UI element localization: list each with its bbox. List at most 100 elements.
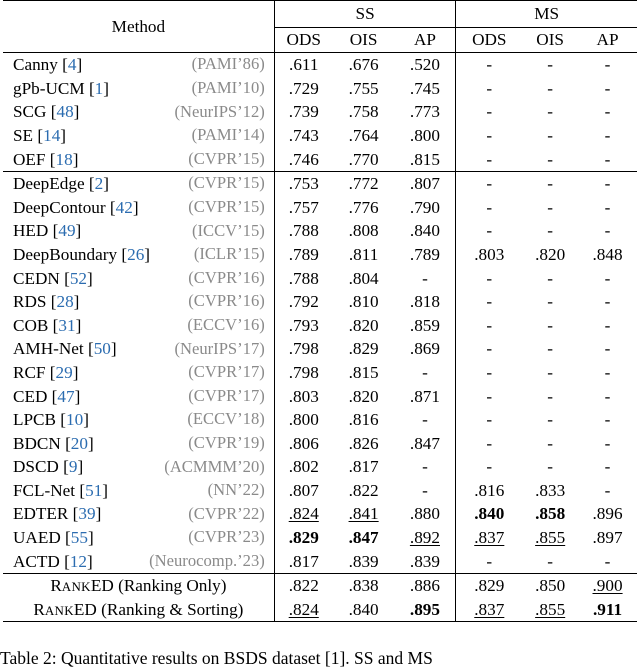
table-row: LPCB [10] (ECCV’18) .800 .816 - - - - bbox=[3, 407, 637, 432]
cell-value: - bbox=[422, 362, 428, 382]
cell-value: - bbox=[604, 315, 611, 335]
citation-link[interactable]: 26 bbox=[127, 244, 145, 264]
col-header: ODS bbox=[286, 30, 321, 50]
method-label: DeepEdge bbox=[13, 174, 85, 194]
table-cell: .792 bbox=[274, 290, 332, 314]
citation-link[interactable]: 51 bbox=[85, 480, 103, 500]
citation-link[interactable]: 9 bbox=[68, 457, 78, 477]
cell-value: .896 bbox=[592, 504, 623, 524]
venue-label: (PAMI’86) bbox=[191, 54, 265, 74]
table-cell: .895 bbox=[394, 597, 457, 623]
venue-label: (CVPR’15) bbox=[188, 148, 265, 168]
method-cell: OEF [18] (CVPR’15) bbox=[3, 147, 275, 172]
col-header: OIS bbox=[349, 30, 378, 50]
cell-value: .850 bbox=[535, 576, 566, 596]
cell-value: - bbox=[547, 433, 554, 453]
table-cell: .892 bbox=[394, 525, 457, 550]
cell-value: - bbox=[547, 102, 554, 122]
table-row: CEDN [52] (CVPR’16) .788 .804 - - - - bbox=[3, 266, 637, 290]
cell-value: .829 bbox=[474, 576, 505, 596]
method-label: (Ranking & Sorting) bbox=[96, 599, 244, 619]
cell-value: .729 bbox=[288, 78, 319, 98]
cell-value: - bbox=[604, 339, 611, 359]
table-cell: .758 bbox=[333, 100, 395, 124]
cell-value: .820 bbox=[348, 315, 379, 335]
table-cell: .789 bbox=[394, 242, 457, 267]
col-header: AP bbox=[596, 30, 619, 50]
table-cell: - bbox=[578, 100, 637, 124]
table-cell: - bbox=[456, 432, 522, 456]
table-cell: .822 bbox=[333, 479, 395, 503]
citation-link[interactable]: 49 bbox=[58, 221, 76, 241]
cell-value: - bbox=[604, 197, 611, 217]
table-cell: .790 bbox=[394, 195, 457, 220]
cell-value: .798 bbox=[288, 339, 319, 359]
cell-value: - bbox=[486, 433, 493, 453]
venue-label: (ICCV’15) bbox=[191, 220, 265, 240]
cell-value: - bbox=[604, 55, 611, 75]
citation-link[interactable]: 48 bbox=[56, 102, 74, 122]
table-cell: - bbox=[522, 290, 578, 314]
table-cell: - bbox=[578, 384, 637, 408]
table-cell: - bbox=[522, 266, 578, 290]
cell-value: - bbox=[486, 125, 493, 145]
cell-value: .855 bbox=[535, 528, 566, 548]
venue-label: (ICLR’15) bbox=[193, 244, 265, 264]
table-cell: .829 bbox=[333, 337, 395, 361]
venue-label: (NeurIPS’12) bbox=[174, 101, 265, 121]
method-cell: RANKED (Ranking Only) bbox=[3, 573, 275, 598]
cell-value: - bbox=[547, 410, 554, 430]
method-header: Method bbox=[3, 0, 275, 53]
citation-link[interactable]: 2 bbox=[94, 174, 104, 194]
method-label: RDS bbox=[13, 292, 47, 312]
citation-link[interactable]: 52 bbox=[69, 268, 88, 288]
table-cell: - bbox=[456, 266, 522, 290]
cell-value: .816 bbox=[474, 480, 505, 500]
table-cell: - bbox=[522, 455, 578, 479]
cell-value: .829 bbox=[348, 339, 379, 359]
method-label: SE bbox=[13, 125, 34, 145]
citation-link[interactable]: 31 bbox=[58, 315, 76, 335]
citation-link[interactable]: 39 bbox=[78, 504, 96, 524]
cell-value: - bbox=[486, 457, 493, 477]
table-cell: .807 bbox=[274, 479, 332, 503]
col-header: ODS bbox=[472, 30, 507, 50]
cell-value: .800 bbox=[409, 125, 440, 145]
table-cell: .880 bbox=[394, 502, 457, 526]
cell-value: - bbox=[486, 292, 493, 312]
cell-value: .764 bbox=[348, 125, 379, 145]
cell-value: .815 bbox=[409, 149, 440, 169]
citation-link[interactable]: 18 bbox=[55, 149, 73, 169]
cell-value: .739 bbox=[288, 102, 319, 122]
citation-link[interactable]: 20 bbox=[70, 433, 88, 453]
citation-link[interactable]: 28 bbox=[56, 292, 74, 312]
table-cell: .847 bbox=[333, 526, 395, 550]
method-cell: Canny [4] (PAMI’86) bbox=[3, 51, 275, 77]
cell-value: - bbox=[486, 55, 493, 75]
method-label: R bbox=[33, 599, 45, 619]
venue-label: (ECCV’18) bbox=[187, 409, 265, 429]
method-label: UAED bbox=[13, 528, 61, 548]
citation-link[interactable]: 29 bbox=[55, 362, 73, 382]
method-name: SE [14] bbox=[13, 125, 67, 145]
venue-label: (CVPR’17) bbox=[188, 362, 265, 382]
citation-link[interactable]: 1 bbox=[94, 78, 104, 98]
table-cell: .841 bbox=[333, 502, 395, 526]
table-cell: .611 bbox=[274, 51, 333, 77]
cell-value: - bbox=[604, 480, 611, 500]
citation-link[interactable]: 14 bbox=[43, 125, 61, 145]
citation-link[interactable]: 12 bbox=[69, 551, 88, 571]
citation-link[interactable]: 47 bbox=[57, 386, 75, 406]
venue-label: (PAMI’10) bbox=[191, 78, 265, 98]
citation-link[interactable]: 55 bbox=[70, 528, 88, 548]
cell-value: - bbox=[486, 221, 493, 241]
table-cell: - bbox=[456, 124, 522, 148]
citation-link[interactable]: 4 bbox=[67, 55, 77, 75]
citation-link[interactable]: 42 bbox=[115, 197, 133, 217]
citation-link[interactable]: 50 bbox=[93, 339, 111, 359]
table-cell: .817 bbox=[333, 455, 395, 479]
citation-link[interactable]: 10 bbox=[66, 410, 84, 430]
cell-value: - bbox=[604, 125, 611, 145]
cell-value: - bbox=[604, 78, 611, 98]
table-cell: - bbox=[522, 196, 578, 220]
